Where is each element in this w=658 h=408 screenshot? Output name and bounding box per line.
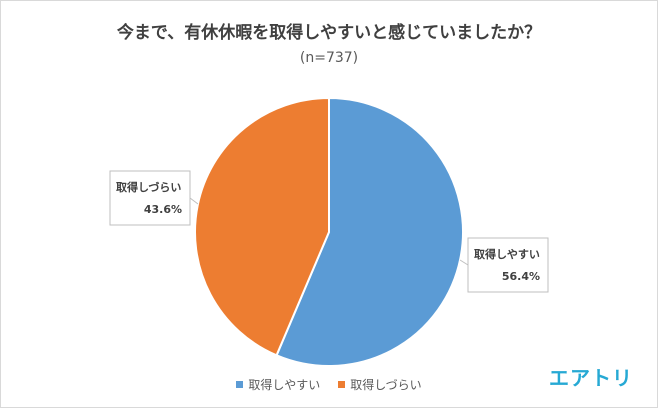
callout-box-1 (467, 237, 549, 293)
pie-slice-1 (275, 96, 464, 367)
legend-item-1: 取得しやすい (236, 376, 320, 393)
callout-value-2: 43.6% (144, 203, 182, 216)
legend: 取得しやすい 取得しづらい (0, 376, 658, 393)
legend-label-2: 取得しづらい (350, 378, 422, 392)
legend-swatch-2 (338, 381, 346, 388)
pie-slice-2 (194, 96, 330, 357)
callout-leader-2 (189, 197, 199, 205)
brand-logo: エアトリ (549, 366, 633, 390)
callout-label-1: 取得しやすい (474, 247, 540, 261)
callout-label-2: 取得しづらい (116, 180, 181, 194)
data-callout-2: 取得しづらい 43.6% (109, 170, 199, 226)
chart-title: 今まで、有休休暇を取得しやすいと感じていましたか？ (116, 23, 542, 43)
data-callout-1: 取得しやすい 56.4% (459, 237, 549, 293)
legend-swatch-1 (236, 381, 244, 388)
callout-value-1: 56.4% (502, 270, 540, 283)
legend-item-2: 取得しづらい (338, 376, 422, 393)
chart-subtitle: (n=737) (299, 50, 359, 66)
callout-leader-1 (459, 259, 469, 266)
legend-label-1: 取得しやすい (248, 378, 321, 392)
callout-box-2 (109, 170, 191, 226)
